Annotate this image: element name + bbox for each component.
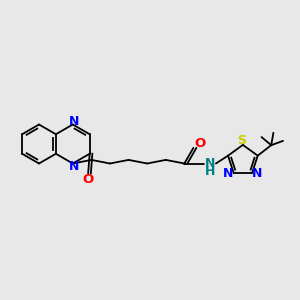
Text: N: N: [69, 160, 80, 173]
Text: S: S: [238, 134, 247, 147]
Text: O: O: [82, 173, 94, 186]
Text: N: N: [223, 167, 233, 180]
Text: O: O: [194, 137, 206, 150]
Text: N: N: [205, 157, 215, 170]
Text: H: H: [205, 165, 215, 178]
Text: N: N: [69, 115, 80, 128]
Text: N: N: [252, 167, 262, 180]
